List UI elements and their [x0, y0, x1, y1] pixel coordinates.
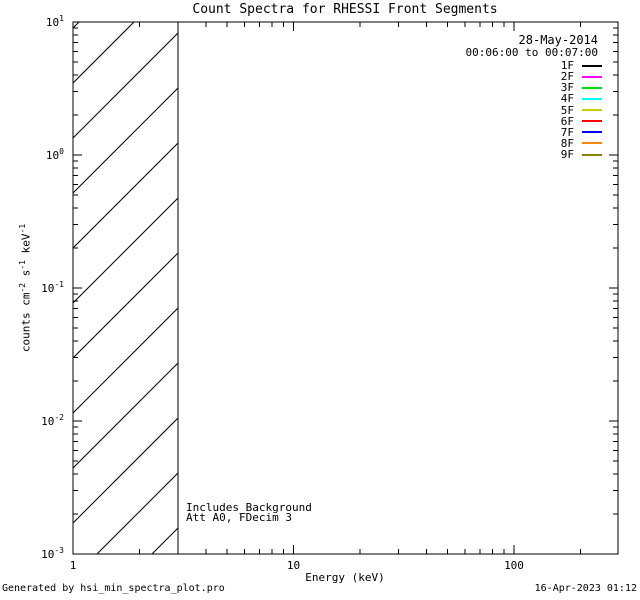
- legend-row-2F: 2F: [514, 71, 618, 82]
- legend-color-line: [582, 64, 602, 67]
- legend-row-5F: 5F: [514, 105, 618, 116]
- legend-label: 7F: [560, 125, 574, 139]
- legend-label: 5F: [560, 103, 574, 117]
- legend-color-line: [582, 86, 602, 89]
- x-tick-label: 100: [504, 559, 524, 572]
- y-axis-title-part: counts cm: [19, 292, 33, 353]
- observation-time-range: 00:06:00 to 00:07:00: [465, 46, 598, 59]
- legend-color-line: [582, 153, 602, 156]
- detector-legend: 1F 2F 3F 4F 5F 6F 7F 8F 9F: [514, 60, 618, 162]
- legend-label: 6F: [560, 114, 574, 128]
- observation-date: 28-May-2014: [518, 33, 598, 47]
- legend-color-line: [582, 131, 602, 134]
- x-axis-title: Energy (keV): [305, 571, 385, 584]
- legend-color-line: [582, 142, 602, 145]
- plot-title: Count Spectra for RHESSI Front Segments: [192, 2, 498, 17]
- y-axis-title-part: s: [19, 269, 33, 283]
- legend-color-line: [582, 75, 602, 78]
- footer-render-timestamp: 16-Apr-2023 01:12: [534, 583, 637, 594]
- legend-label: 8F: [560, 136, 574, 150]
- axis-ticks: [72, 21, 618, 555]
- y-axis-title: counts cm-2 s-1 keV-1: [16, 208, 33, 368]
- y-axis-title-part: -1: [18, 223, 27, 234]
- annotation-includes-background: Includes_Background: [186, 501, 312, 514]
- footer-generator-credit: Generated by hsi_min_spectra_plot.pro: [2, 583, 225, 594]
- legend-row-7F: 7F: [514, 127, 618, 138]
- y-tick-label: 10-3: [41, 546, 64, 561]
- legend-label: 2F: [560, 70, 574, 84]
- y-tick-label: 10-1: [41, 280, 64, 295]
- hatched-region: [73, 22, 179, 554]
- y-axis-title-part: -2: [18, 282, 27, 293]
- legend-row-1F: 1F: [514, 60, 618, 71]
- legend-row-4F: 4F: [514, 93, 618, 104]
- x-tick-label: 1: [70, 559, 77, 572]
- legend-label: 1F: [560, 59, 574, 72]
- legend-row-8F: 8F: [514, 138, 618, 149]
- legend-color-line: [582, 120, 602, 123]
- legend-label: 3F: [560, 81, 574, 95]
- legend-color-line: [582, 97, 602, 100]
- y-axis-title-part: -1: [18, 260, 27, 270]
- legend-row-3F: 3F: [514, 82, 618, 93]
- annotation-attenuator-state: Att A0, FDecim 3: [186, 511, 292, 524]
- y-axis-title-part: keV: [19, 233, 33, 260]
- y-tick-label: 100: [46, 147, 64, 162]
- legend-row-6F: 6F: [514, 116, 618, 127]
- y-tick-label: 10-2: [41, 413, 64, 428]
- legend-row-9F: 9F: [514, 149, 618, 160]
- legend-label: 4F: [560, 92, 574, 106]
- x-tick-label: 10: [287, 559, 300, 572]
- legend-label: 9F: [560, 148, 574, 161]
- legend-color-line: [582, 109, 602, 111]
